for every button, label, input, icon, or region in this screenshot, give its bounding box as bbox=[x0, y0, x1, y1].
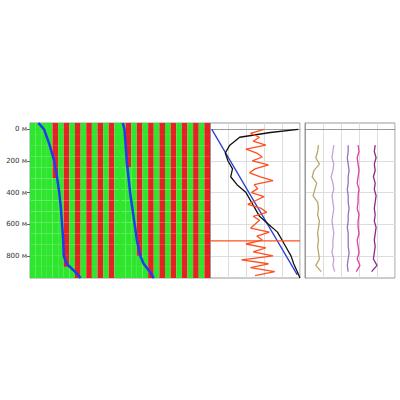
svg-text:0 м: 0 м bbox=[15, 125, 27, 133]
svg-text:800 м: 800 м bbox=[6, 252, 27, 260]
svg-text:400 м: 400 м bbox=[6, 189, 27, 197]
svg-text:600 м: 600 м bbox=[6, 220, 27, 228]
svg-text:200 м: 200 м bbox=[6, 157, 27, 165]
